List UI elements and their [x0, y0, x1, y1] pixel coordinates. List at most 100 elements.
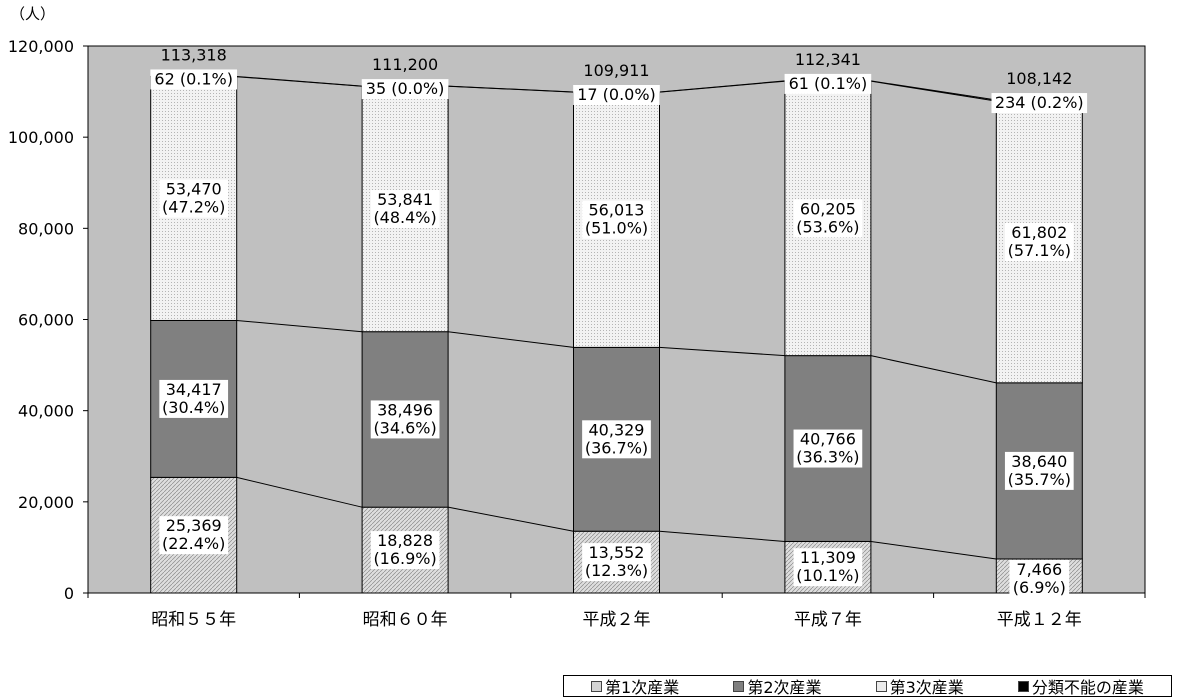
data-label-box: [361, 79, 449, 100]
series-connector: [448, 506, 574, 532]
data-label-box: [370, 189, 440, 228]
data-label: (47.2%): [162, 198, 225, 217]
data-label: (53.6%): [796, 217, 859, 236]
data-label: 40,329: [589, 420, 645, 439]
data-label: 62 (0.1%): [154, 69, 233, 88]
data-label: 11,309: [800, 548, 856, 567]
y-unit-label: （人）: [10, 5, 55, 23]
legend-swatch-secondary: [733, 680, 745, 692]
y-tick-label: 120,000: [8, 37, 74, 56]
x-tick-label: 平成２年: [583, 610, 651, 630]
data-label: 13,552: [589, 543, 645, 562]
x-axis: 昭和５５年 昭和６０年 平成２年 平成７年 平成１２年: [87, 593, 1146, 630]
x-tick-label: 平成７年: [794, 610, 862, 630]
data-label-box: [991, 93, 1088, 114]
data-label-box: [793, 429, 863, 468]
data-label: (16.9%): [373, 549, 436, 568]
data-label-box: [784, 73, 872, 94]
data-label: 61 (0.1%): [789, 74, 868, 93]
y-tick-label: 0: [64, 584, 74, 603]
data-label-box: [159, 379, 229, 418]
data-label: (48.4%): [373, 208, 436, 227]
y-tick-label: 40,000: [18, 402, 74, 421]
y-tick-label: 100,000: [8, 128, 74, 147]
series-connector: [870, 540, 997, 560]
series-connector: [659, 346, 785, 357]
legend-item-tertiary: 第3次産業: [875, 674, 964, 698]
legend-item-unclassified: 分類不能の産業: [1017, 674, 1144, 698]
series-connector: [448, 331, 574, 348]
data-label-box: [370, 531, 440, 570]
data-label: 53,470: [166, 180, 222, 199]
x-tick-label: 昭和５５年: [151, 610, 236, 630]
legend: 第1次産業 第2次産業 第3次産業 分類不能の産業: [563, 675, 1172, 697]
data-label: (6.9%): [1013, 578, 1066, 597]
data-label: 56,013: [589, 201, 645, 220]
data-label-box: [582, 543, 651, 582]
series-connector: [236, 319, 363, 333]
legend-swatch-unclassified: [1017, 680, 1029, 692]
total-label: 112,341: [795, 50, 861, 69]
y-tick-label: 20,000: [18, 493, 74, 512]
series-connector: [236, 75, 363, 87]
data-label: (36.3%): [796, 448, 859, 467]
series-connector: [870, 80, 997, 101]
total-label: 111,200: [372, 55, 438, 74]
data-label-box: [582, 420, 651, 459]
data-label-box: [1004, 222, 1074, 261]
data-label: (30.4%): [162, 398, 225, 417]
data-label: 25,369: [166, 516, 222, 535]
data-label: 18,828: [377, 531, 433, 550]
legend-item-secondary: 第2次産業: [733, 674, 822, 698]
y-axis: 0 20,000 40,000 60,000 80,000 100,000 120,000: [8, 37, 88, 603]
data-label: (36.7%): [585, 438, 648, 457]
legend-label-primary: 第1次産業: [605, 678, 680, 697]
data-label: (57.1%): [1008, 241, 1071, 260]
data-label: (10.1%): [796, 566, 859, 585]
y-tick-label: 80,000: [18, 219, 74, 238]
data-label-box: [1009, 559, 1070, 598]
series-connector: [659, 80, 785, 93]
legend-label-secondary: 第2次産業: [747, 678, 822, 697]
data-label: 53,841: [377, 190, 433, 209]
data-label: (22.4%): [162, 534, 225, 553]
data-label: 234 (0.2%): [995, 93, 1084, 112]
y-tick-label: 60,000: [18, 311, 74, 330]
data-label-box: [370, 400, 440, 439]
series-connector: [659, 530, 785, 542]
data-label-box: [573, 84, 660, 105]
series-connector: [448, 85, 574, 93]
data-label: 35 (0.0%): [366, 79, 445, 98]
data-label: 38,496: [377, 400, 433, 419]
data-label: 17 (0.0%): [577, 85, 656, 104]
data-label-box: [1004, 451, 1074, 490]
legend-swatch-primary: [591, 680, 603, 692]
data-label: 40,766: [800, 430, 856, 449]
series-connector: [870, 355, 997, 384]
legend-swatch-tertiary: [875, 680, 887, 692]
data-labels: 25,369(22.4%) 34,417(30.4%) 53,470(47.2%) 6…: [150, 45, 1088, 598]
legend-item-primary: 第1次産業: [591, 674, 679, 698]
data-label: (12.3%): [585, 561, 648, 580]
data-label: 38,640: [1011, 452, 1067, 471]
data-label: (51.0%): [585, 219, 648, 238]
data-label: 61,802: [1011, 223, 1067, 242]
total-label: 109,911: [583, 61, 649, 80]
total-label: 113,318: [161, 45, 227, 64]
x-tick-label: 平成１２年: [997, 610, 1082, 630]
data-label-box: [793, 199, 863, 238]
data-label: (35.7%): [1008, 470, 1071, 489]
stacked-bar-chart: （人） 0 20,000 40,000 60,000 80,000 100,000 120,…: [8, 5, 1146, 630]
legend-label-unclassified: 分類不能の産業: [1031, 678, 1144, 697]
total-label: 108,142: [1006, 69, 1072, 88]
data-label: 60,205: [800, 199, 856, 218]
data-label-box: [159, 516, 229, 555]
data-label-box: [150, 69, 238, 90]
data-label-box: [793, 548, 863, 587]
series-connectors: [236, 75, 997, 560]
series-connector: [236, 476, 363, 508]
x-tick-label: 昭和６０年: [363, 610, 448, 630]
data-label-box: [582, 200, 651, 239]
data-label: 7,466: [1016, 560, 1062, 579]
data-label: 34,417: [166, 380, 222, 399]
